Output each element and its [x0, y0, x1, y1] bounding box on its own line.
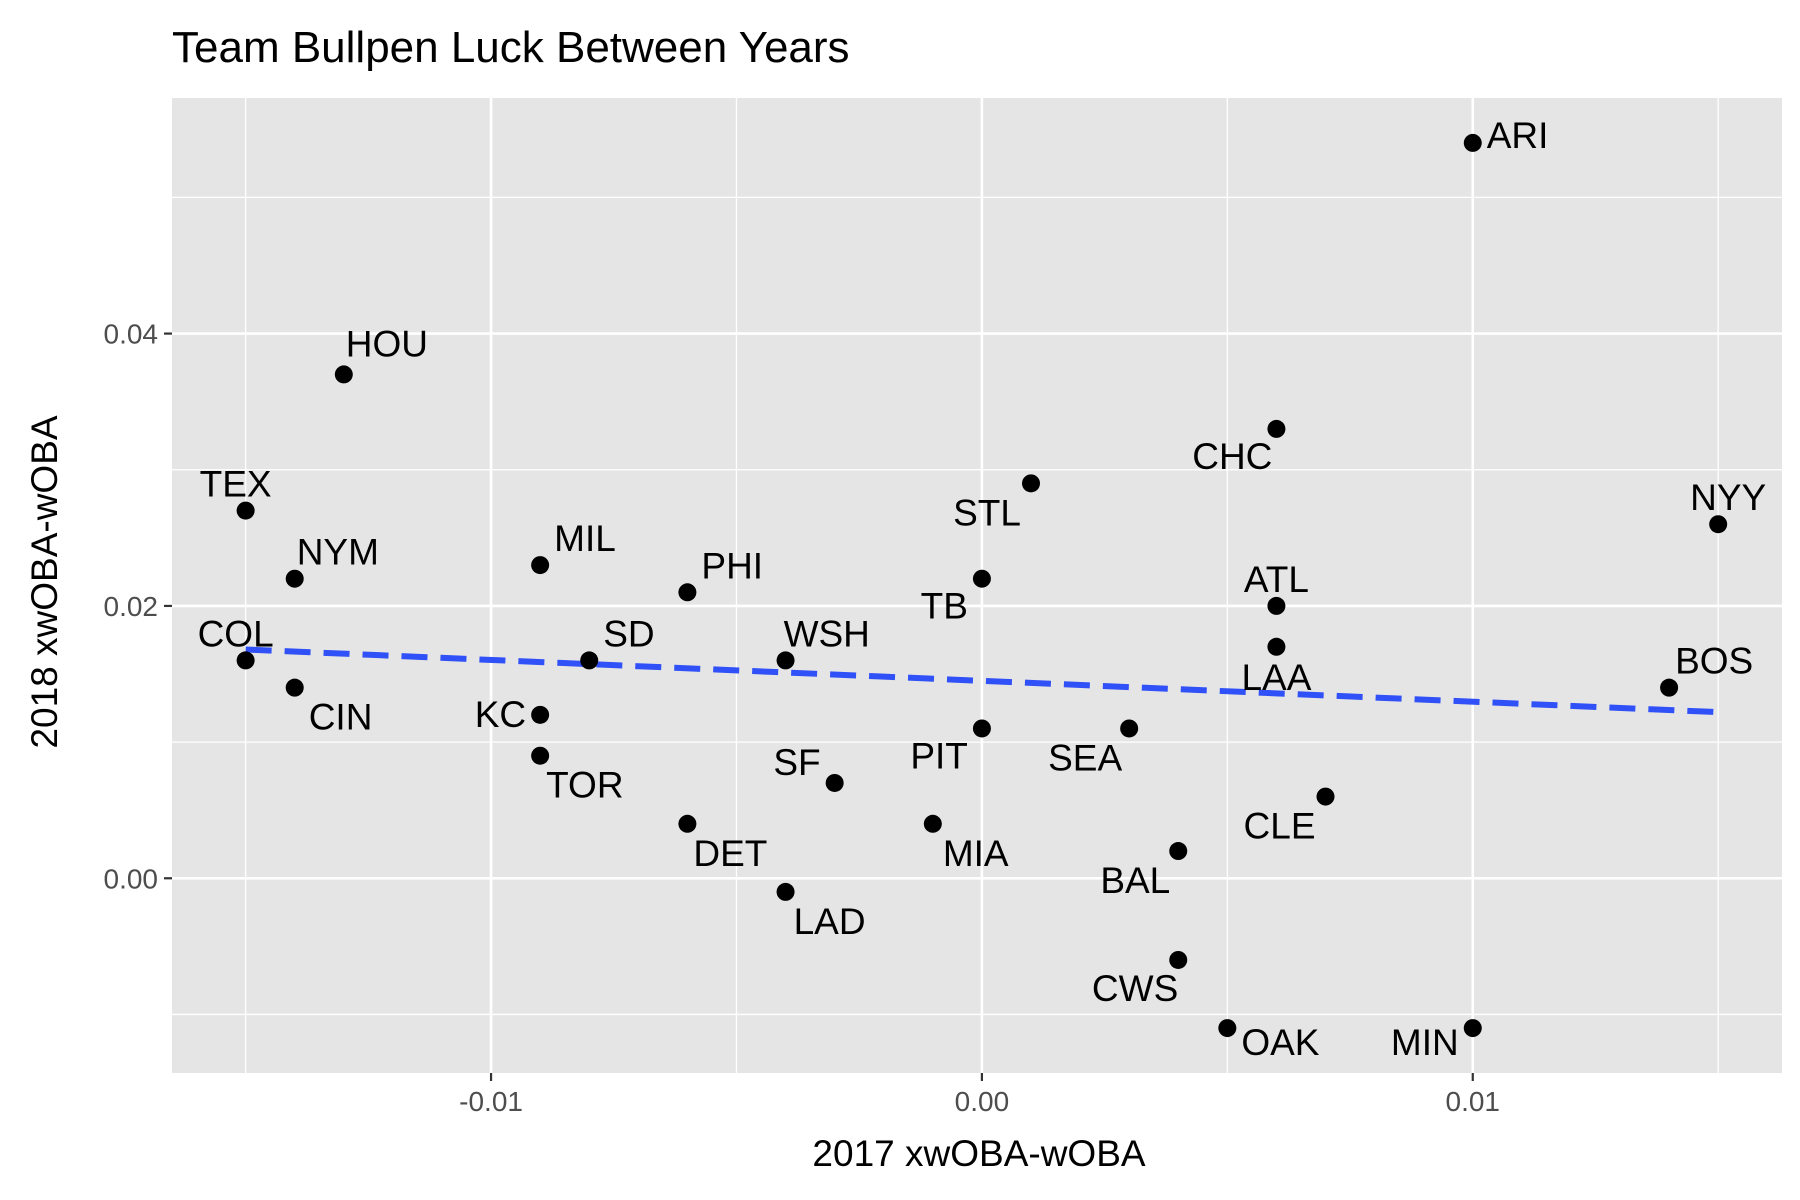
point-label-cin: CIN: [309, 697, 373, 738]
data-point-min: [1463, 1019, 1482, 1038]
point-label-tex: TEX: [200, 464, 272, 505]
point-label-wsh: WSH: [784, 613, 870, 654]
trend-line-layer: [245, 646, 1719, 716]
data-point-tex: [236, 501, 255, 520]
point-label-min: MIN: [1391, 1022, 1459, 1063]
data-points: [236, 133, 1728, 1038]
chart-title: Team Bullpen Luck Between Years: [172, 23, 850, 72]
data-point-tor: [531, 746, 550, 765]
x-tick-label: -0.01: [459, 1086, 523, 1117]
axes: -0.01 0.00 0.01 0.00 0.02 0.04: [104, 319, 1501, 1117]
x-tick-label: 0.01: [1446, 1086, 1501, 1117]
point-label-laa: LAA: [1241, 657, 1311, 698]
point-label-kc: KC: [475, 694, 526, 735]
data-point-lad: [776, 882, 795, 901]
point-label-tb: TB: [921, 586, 968, 627]
point-label-det: DET: [693, 833, 767, 874]
data-point-sf: [825, 773, 844, 792]
point-label-sea: SEA: [1048, 737, 1122, 778]
y-tick-label: 0.00: [104, 863, 159, 894]
point-label-nyy: NYY: [1690, 477, 1766, 518]
data-point-bal: [1169, 842, 1188, 861]
point-label-sd: SD: [603, 613, 654, 654]
point-label-chc: CHC: [1192, 436, 1272, 477]
point-label-oak: OAK: [1241, 1022, 1319, 1063]
point-label-cle: CLE: [1244, 806, 1316, 847]
data-point-cin: [285, 678, 304, 697]
point-label-stl: STL: [953, 492, 1021, 533]
data-point-pit: [972, 719, 991, 738]
point-label-mil: MIL: [554, 518, 616, 559]
point-label-sf: SF: [773, 742, 820, 783]
data-point-col: [236, 651, 255, 670]
point-label-pit: PIT: [910, 735, 968, 776]
point-label-atl: ATL: [1244, 559, 1309, 600]
data-point-atl: [1267, 596, 1286, 615]
y-axis-title: 2018 xwOBA-wOBA: [24, 415, 65, 748]
data-point-mil: [531, 556, 550, 575]
point-label-hou: HOU: [346, 323, 428, 364]
data-point-tb: [972, 569, 991, 588]
data-point-kc: [531, 705, 550, 724]
point-label-ari: ARI: [1487, 115, 1549, 156]
data-point-bos: [1660, 678, 1679, 697]
point-label-col: COL: [198, 613, 274, 654]
data-point-sea: [1120, 719, 1139, 738]
x-tick-label: 0.00: [955, 1086, 1010, 1117]
data-point-nym: [285, 569, 304, 588]
data-point-wsh: [776, 651, 795, 670]
point-label-mia: MIA: [943, 833, 1009, 874]
point-label-tor: TOR: [546, 765, 623, 806]
data-point-chc: [1267, 419, 1286, 438]
point-labels: ARI HOU CHC STL TEX NYY MIL NYM TB PHI ATL LAA COL SD…: [198, 115, 1767, 1063]
point-label-nym: NYM: [297, 532, 379, 573]
data-point-laa: [1267, 637, 1286, 656]
data-point-cle: [1316, 787, 1335, 806]
point-label-phi: PHI: [701, 545, 763, 586]
point-label-bal: BAL: [1100, 860, 1170, 901]
data-point-sd: [580, 651, 599, 670]
data-point-ari: [1463, 133, 1482, 152]
point-label-lad: LAD: [794, 901, 866, 942]
trend-line: [245, 646, 1719, 716]
data-point-stl: [1021, 474, 1040, 493]
data-point-nyy: [1709, 515, 1728, 534]
grid-lines: [172, 98, 1782, 1073]
data-point-mia: [923, 814, 942, 833]
data-point-det: [678, 814, 697, 833]
data-point-hou: [334, 365, 353, 384]
data-point-phi: [678, 583, 697, 602]
point-label-cws: CWS: [1092, 968, 1178, 1009]
point-label-bos: BOS: [1675, 641, 1753, 682]
y-tick-label: 0.02: [104, 591, 159, 622]
y-tick-label: 0.04: [104, 319, 159, 350]
x-axis-title: 2017 xwOBA-wOBA: [812, 1133, 1145, 1174]
data-point-oak: [1218, 1019, 1237, 1038]
data-point-cws: [1169, 950, 1188, 969]
